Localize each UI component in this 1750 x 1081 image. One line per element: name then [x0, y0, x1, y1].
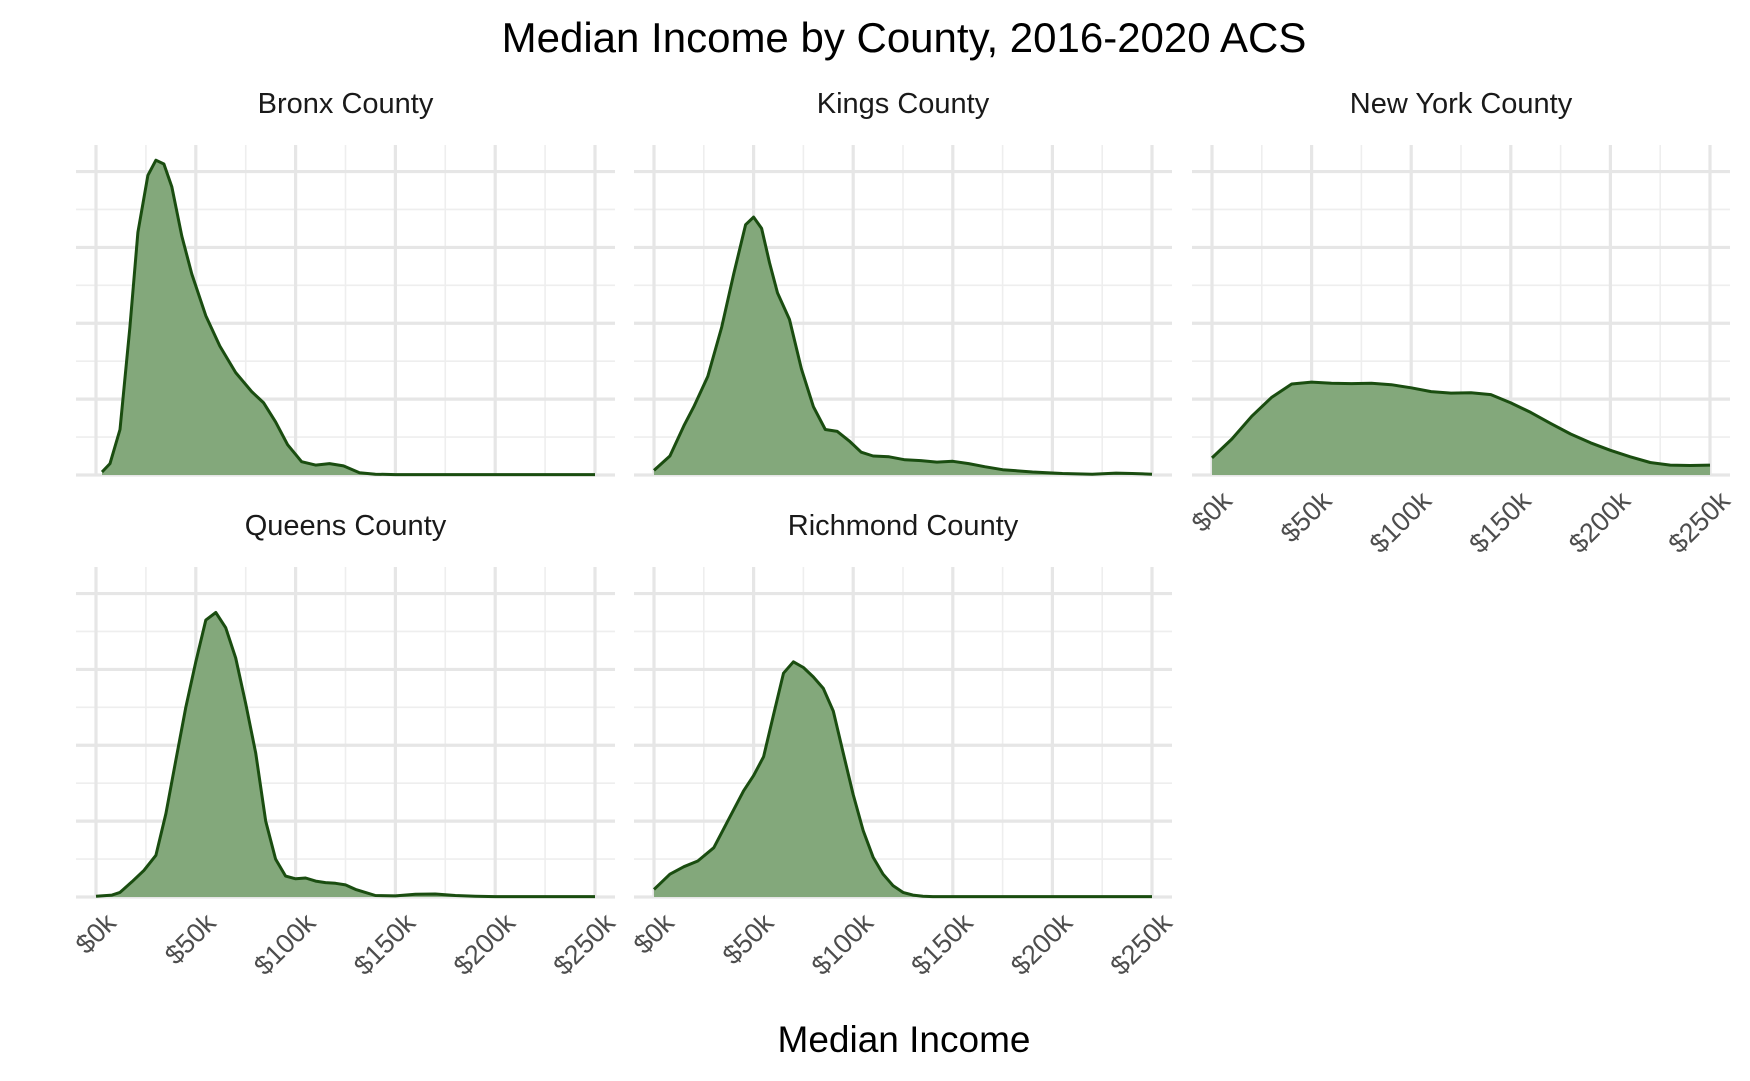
facet-label-new-york-county: New York County	[1350, 88, 1573, 120]
panel-kings-county: Kings County	[634, 88, 1172, 477]
density-line-richmond-county	[652, 660, 1152, 899]
panel-richmond-county: Richmond County $0k $50k $100k $150k $200k $25…	[628, 510, 1178, 981]
density-area-new-york-county	[1212, 382, 1710, 475]
density-area-bronx-county	[102, 160, 595, 475]
x-tick-label: $200k	[448, 907, 522, 981]
x-tick-label: $50k	[159, 907, 222, 970]
x-tick-label: $0k	[628, 907, 680, 959]
x-tick-label: $200k	[1563, 485, 1637, 559]
facet-label-kings-county: Kings County	[817, 88, 990, 120]
x-tick-label: $100k	[806, 907, 880, 981]
x-tick-labels: $0k $50k $100k $150k $200k $250k	[1186, 485, 1736, 559]
x-tick-label: $0k	[1186, 485, 1238, 537]
facet-label-queens-county: Queens County	[245, 510, 447, 542]
x-tick-label: $150k	[348, 907, 422, 981]
x-tick-label: $50k	[717, 907, 780, 970]
panel-new-york-county: New York County $0k $50k $100k $150k $200k $25…	[1186, 88, 1736, 559]
x-tick-label: $150k	[905, 907, 979, 981]
panel-bronx-county: Bronx County	[76, 88, 615, 477]
density-line-queens-county	[95, 611, 595, 899]
x-tick-label: $50k	[1275, 485, 1338, 548]
chart-title: Median Income by County, 2016-2020 ACS	[502, 14, 1307, 61]
density-line-bronx-county	[100, 158, 595, 477]
facet-label-bronx-county: Bronx County	[258, 88, 434, 120]
x-tick-label: $0k	[70, 907, 122, 959]
density-area-richmond-county	[654, 661, 1152, 897]
facet-panels: Bronx County Kings County New York County $…	[70, 88, 1736, 981]
x-tick-label: $250k	[548, 907, 622, 981]
x-tick-label: $100k	[248, 907, 322, 981]
density-area-kings-county	[654, 217, 1152, 475]
density-area-queens-county	[96, 612, 595, 897]
x-tick-label: $150k	[1463, 485, 1537, 559]
density-line-new-york-county	[1210, 380, 1711, 467]
x-tick-label: $200k	[1005, 907, 1079, 981]
x-axis-label: Median Income	[778, 1019, 1031, 1060]
panel-queens-county: Queens County $0k $50k $100k $150k $200k $250k	[70, 510, 621, 981]
x-tick-label: $100k	[1364, 485, 1438, 559]
x-tick-label: $250k	[1105, 907, 1179, 981]
x-tick-labels: $0k $50k $100k $150k $200k $250k	[70, 907, 621, 981]
facet-label-richmond-county: Richmond County	[788, 510, 1019, 542]
x-tick-labels: $0k $50k $100k $150k $200k $250k	[628, 907, 1178, 981]
x-tick-label: $250k	[1663, 485, 1737, 559]
density-line-kings-county	[652, 215, 1153, 476]
